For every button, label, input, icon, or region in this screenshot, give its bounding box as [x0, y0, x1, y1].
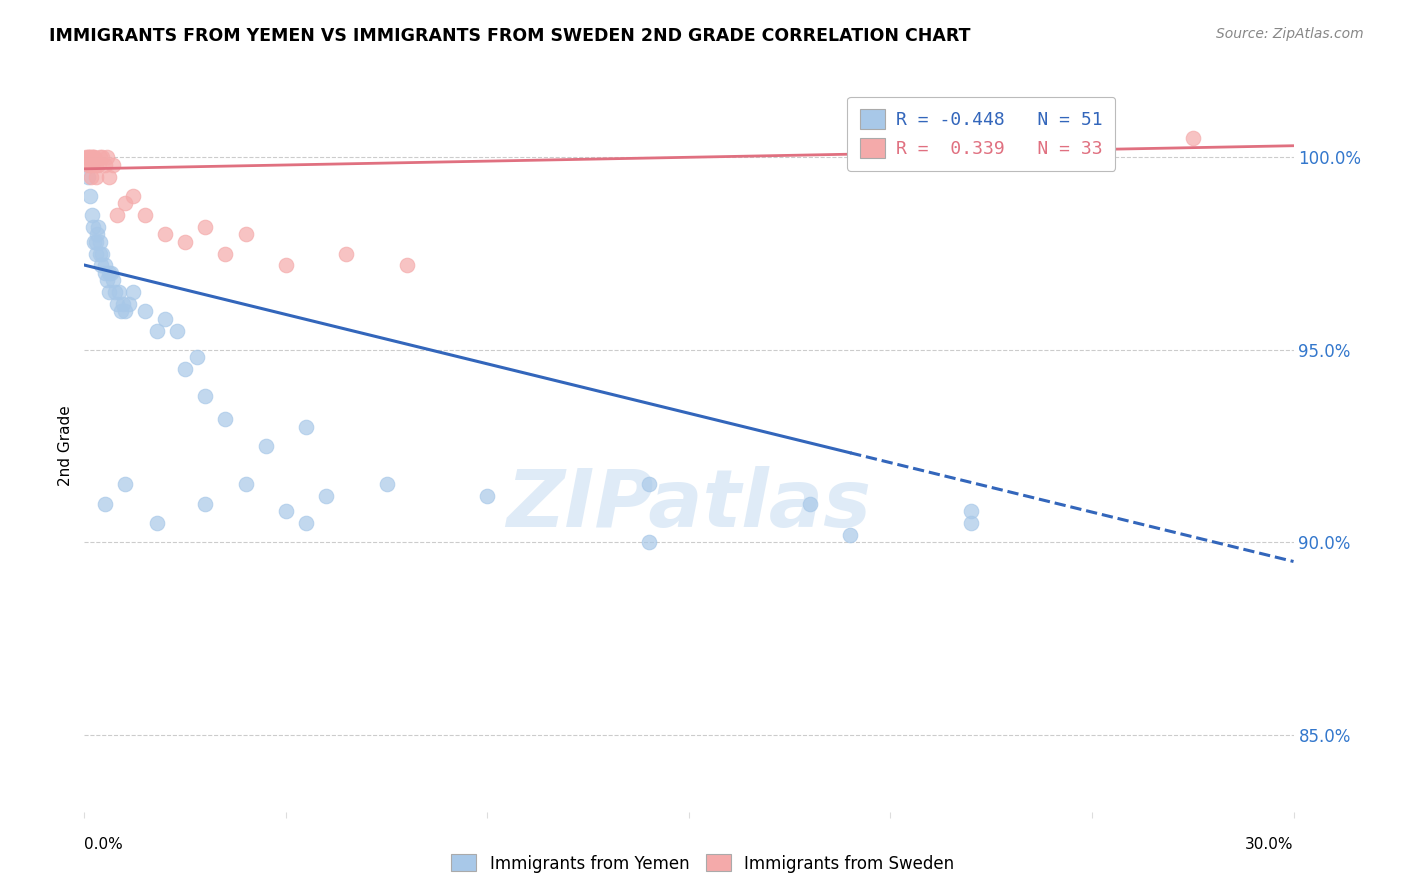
Point: [118, 296, 141, 310]
Point: [101, 158, 124, 172]
Point: [274, 504, 297, 518]
Point: [100, 266, 122, 280]
Point: [98, 285, 121, 299]
Point: [96, 150, 118, 164]
Point: [107, 285, 129, 299]
Point: [83, 150, 105, 164]
Point: [121, 188, 143, 202]
Point: [839, 527, 862, 541]
Point: [477, 489, 499, 503]
Point: [153, 312, 176, 326]
Text: IMMIGRANTS FROM YEMEN VS IMMIGRANTS FROM SWEDEN 2ND GRADE CORRELATION CHART: IMMIGRANTS FROM YEMEN VS IMMIGRANTS FROM…: [49, 27, 970, 45]
Point: [166, 324, 188, 338]
Point: [214, 246, 236, 260]
Point: [96, 273, 118, 287]
Point: [89, 246, 111, 260]
Point: [77, 150, 100, 164]
Point: [82, 219, 104, 234]
Point: [79, 188, 101, 202]
Point: [121, 285, 143, 299]
Point: [1181, 131, 1204, 145]
Legend: R = -0.448   N = 51, R =  0.339   N = 33: R = -0.448 N = 51, R = 0.339 N = 33: [848, 96, 1115, 170]
Legend: Immigrants from Yemen, Immigrants from Sweden: Immigrants from Yemen, Immigrants from S…: [444, 847, 962, 880]
Point: [93, 497, 115, 511]
Point: [82, 158, 104, 172]
Point: [82, 150, 104, 164]
Point: [80, 150, 103, 164]
Point: [295, 516, 318, 530]
Point: [87, 158, 110, 172]
Point: [86, 169, 108, 184]
Point: [799, 497, 821, 511]
Point: [93, 258, 115, 272]
Point: [110, 304, 132, 318]
Point: [91, 150, 114, 164]
Point: [84, 246, 107, 260]
Point: [89, 235, 111, 249]
Point: [637, 535, 659, 549]
Point: [90, 258, 112, 272]
Point: [395, 258, 418, 272]
Point: [79, 150, 101, 164]
Point: [134, 304, 156, 318]
Point: [114, 304, 136, 318]
Point: [960, 516, 983, 530]
Point: [174, 362, 197, 376]
Point: [375, 477, 398, 491]
Point: [105, 296, 128, 310]
Point: [76, 158, 98, 172]
Point: [637, 477, 659, 491]
Point: [214, 412, 236, 426]
Point: [153, 227, 176, 242]
Point: [89, 150, 111, 164]
Point: [194, 497, 217, 511]
Point: [254, 439, 277, 453]
Point: [79, 158, 101, 172]
Point: [97, 169, 120, 184]
Point: [114, 196, 136, 211]
Text: 30.0%: 30.0%: [1246, 838, 1294, 853]
Point: [83, 235, 105, 249]
Point: [114, 477, 136, 491]
Point: [111, 296, 134, 310]
Point: [104, 285, 127, 299]
Point: [93, 158, 115, 172]
Point: [194, 219, 217, 234]
Point: [82, 208, 104, 222]
Point: [86, 227, 108, 242]
Point: [77, 169, 100, 184]
Text: ZIPatlas: ZIPatlas: [506, 466, 872, 543]
Point: [315, 489, 337, 503]
Point: [274, 258, 297, 272]
Point: [75, 150, 97, 164]
Point: [146, 324, 169, 338]
Point: [86, 235, 108, 249]
Point: [235, 227, 257, 242]
Point: [84, 158, 107, 172]
Point: [194, 389, 217, 403]
Point: [235, 477, 257, 491]
Point: [87, 219, 110, 234]
Point: [77, 150, 100, 164]
Point: [91, 246, 114, 260]
Point: [186, 351, 208, 365]
Point: [174, 235, 197, 249]
Point: [97, 266, 120, 280]
Point: [335, 246, 357, 260]
Point: [80, 169, 103, 184]
Point: [960, 504, 983, 518]
Point: [105, 208, 128, 222]
Point: [146, 516, 169, 530]
Point: [101, 273, 124, 287]
Text: 0.0%: 0.0%: [84, 838, 124, 853]
Point: [295, 419, 318, 434]
Text: Source: ZipAtlas.com: Source: ZipAtlas.com: [1216, 27, 1364, 41]
Point: [134, 208, 156, 222]
Point: [94, 266, 117, 280]
Y-axis label: 2nd Grade: 2nd Grade: [58, 406, 73, 486]
